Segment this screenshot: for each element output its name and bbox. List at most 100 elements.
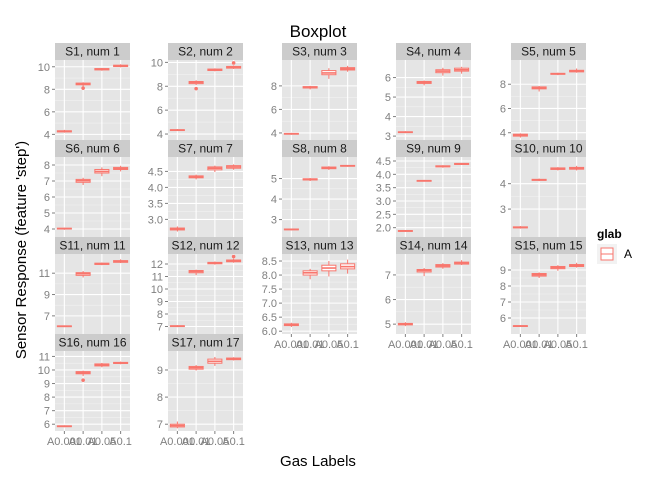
x-tick-label: A0.05: [544, 339, 573, 351]
facet-strip: [168, 334, 243, 351]
panel-background: [168, 254, 243, 334]
y-tick-label: 6: [500, 103, 506, 115]
box-A0.001: [283, 322, 299, 327]
facet-panel: S6, num 6 4 5 6 7 8: [44, 140, 130, 237]
y-tick-label: 11: [39, 268, 50, 280]
facet-strip-label: S17, num 17: [171, 336, 239, 350]
x-tick-label: A0.05: [429, 339, 458, 351]
facet-strip-label: S4, num 4: [406, 45, 461, 59]
x-tick-label: A0.01: [525, 339, 554, 351]
box-A0.01: [188, 174, 204, 180]
box-A0.05: [94, 362, 110, 368]
box-A0.001: [169, 129, 185, 132]
box-A0.01: [416, 179, 432, 182]
facet-panel: S1, num 1 4 6 8 10: [38, 43, 130, 141]
y-tick-label: 5: [44, 208, 50, 220]
box-A0.01: [416, 80, 432, 86]
box-A0.1: [569, 262, 585, 268]
facet-strip-label: S3, num 3: [292, 45, 347, 59]
panel-background: [511, 60, 586, 140]
y-tick-label: 7.5: [262, 284, 277, 296]
box-A0.05: [321, 261, 337, 277]
y-tick-label: 9: [500, 265, 506, 277]
y-tick-label: 11: [152, 272, 163, 284]
y-tick-label: 7: [385, 270, 391, 282]
y-tick-label: 4.0: [148, 182, 163, 194]
box-A0.01: [302, 178, 318, 181]
y-tick-label: 8: [271, 81, 277, 93]
y-tick-label: 8: [157, 309, 163, 321]
y-tick-label: 4.0: [376, 169, 391, 181]
y-tick-label: 3.5: [376, 183, 391, 195]
y-tick-label: 8: [500, 281, 506, 293]
x-tick-label: A0.05: [88, 436, 117, 448]
box-A0.001: [512, 226, 528, 229]
facet-panel: S3, num 3 4 6 8: [271, 43, 357, 140]
facet-strip: [396, 140, 471, 157]
box-A0.05: [435, 263, 451, 269]
facet-panels: S1, num 1 4 6 8 10 S2, num 2 4 6 8 10 S3, num 3 4 6 8…: [38, 43, 588, 448]
y-tick-label: 4.5: [148, 166, 163, 178]
y-tick-label: 6: [271, 104, 277, 116]
y-tick-label: 5: [385, 319, 391, 331]
y-tick-label: 8: [44, 84, 50, 96]
x-tick-label: A0.001: [388, 339, 423, 351]
box-A0.001: [512, 133, 528, 138]
box-A0.01: [75, 271, 91, 278]
x-tick-label: A0.1: [565, 339, 588, 351]
facet-strip-label: S12, num 12: [171, 239, 239, 253]
y-tick-label: 3.5: [148, 198, 163, 210]
box-A0.05: [321, 166, 337, 170]
box-A0.001: [56, 325, 72, 328]
box-A0.1: [569, 68, 585, 73]
box-A0.01: [188, 80, 204, 91]
panel-background: [396, 254, 471, 334]
x-tick-label: A0.001: [47, 436, 82, 448]
y-tick-label: 8.5: [262, 256, 277, 268]
facet-strip-label: S8, num 8: [292, 142, 347, 156]
panel-background: [168, 60, 243, 140]
y-tick-label: 7: [44, 176, 50, 188]
y-tick-label: 8: [157, 392, 163, 404]
x-tick-label: A0.05: [315, 339, 344, 351]
panel-background: [282, 157, 357, 237]
y-tick-label: 6: [500, 313, 506, 325]
panel-background: [168, 351, 243, 431]
y-tick-label: 6: [44, 192, 50, 204]
box-A0.05: [435, 67, 451, 76]
y-tick-label: 3: [385, 131, 391, 143]
y-tick-label: 6: [385, 295, 391, 307]
y-tick-label: 5: [271, 174, 277, 186]
y-tick-label: 3: [271, 215, 277, 227]
outlier-point: [81, 86, 85, 90]
box-A0.01: [531, 272, 547, 278]
box-A0.01: [75, 177, 91, 185]
box-A0.05: [207, 165, 223, 173]
box-A0.05: [550, 167, 566, 171]
x-tick-label: A0.01: [69, 436, 98, 448]
box-A0.01: [416, 268, 432, 277]
box-A0.001: [512, 325, 528, 327]
facet-strip-label: S10, num 10: [514, 142, 582, 156]
facet-strip-label: S2, num 2: [178, 45, 233, 59]
panel-background: [168, 157, 243, 237]
box-A0.05: [94, 67, 110, 71]
facet-panel: S2, num 2 4 6 8 10: [151, 43, 243, 141]
box-A0.05: [94, 167, 110, 177]
legend: glab A: [597, 227, 632, 264]
facet-panel: S5, num 5 4 6 8: [500, 43, 586, 140]
panel-background: [396, 60, 471, 140]
facet-strip-label: S7, num 7: [178, 142, 233, 156]
box-A0.1: [569, 165, 585, 171]
box-A0.001: [283, 132, 299, 135]
x-tick-label: A0.001: [503, 339, 538, 351]
y-tick-label: 9: [157, 365, 163, 377]
box-A0.01: [188, 365, 204, 371]
y-tick-label: 6.0: [262, 326, 277, 338]
x-tick-label: A0.01: [410, 339, 439, 351]
x-tick-label: A0.01: [296, 339, 325, 351]
y-tick-label: 2.5: [376, 209, 391, 221]
